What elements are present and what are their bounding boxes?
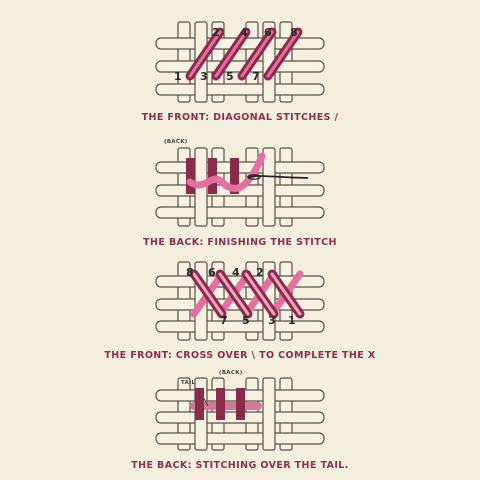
working-thread bbox=[186, 152, 266, 192]
panel-front-cross-diagram: 8 6 4 2 7 5 3 1 bbox=[155, 261, 325, 341]
hole-number: 3 bbox=[200, 70, 208, 83]
panel-front-diagonal-diagram: 2 4 6 8 1 3 5 7 bbox=[155, 21, 325, 103]
diagonal-forward-stitches bbox=[185, 27, 303, 81]
hole-numbers-bottom: 1 3 5 7 bbox=[174, 70, 260, 83]
hole-number: 8 bbox=[290, 26, 298, 39]
hole-number: 5 bbox=[242, 314, 250, 327]
vertical-back-stitches bbox=[186, 158, 239, 194]
hole-number: 1 bbox=[174, 70, 182, 83]
hole-number: 7 bbox=[252, 70, 260, 83]
vertical-back-stitches bbox=[195, 388, 245, 420]
canvas-weave bbox=[155, 147, 325, 227]
hole-number: 2 bbox=[212, 26, 220, 39]
hole-number: 4 bbox=[232, 266, 240, 279]
hole-number: 1 bbox=[288, 314, 296, 327]
hole-number: 3 bbox=[268, 314, 276, 327]
panel-back-finishing-diagram bbox=[155, 147, 325, 227]
back-label: (BACK) bbox=[164, 139, 188, 145]
caption-back-tail: THE BACK: STITCHING OVER THE TAIL. bbox=[131, 460, 349, 471]
panel-back-tail-diagram bbox=[155, 377, 325, 451]
caption-back-finishing: THE BACK: FINISHING THE STITCH bbox=[143, 237, 337, 248]
caption-front-cross: THE FRONT: CROSS OVER \ TO COMPLETE THE … bbox=[104, 350, 376, 361]
hole-numbers-top: 8 6 4 2 bbox=[186, 266, 264, 279]
hole-number: 2 bbox=[256, 266, 264, 279]
hole-number: 7 bbox=[220, 314, 228, 327]
tail-label: TAIL bbox=[181, 380, 196, 386]
caption-front-diagonal: THE FRONT: DIAGONAL STITCHES / bbox=[141, 112, 339, 123]
hole-number: 6 bbox=[208, 266, 216, 279]
hole-number: 5 bbox=[226, 70, 234, 83]
hole-number: 6 bbox=[264, 26, 272, 39]
cross-stitch-x bbox=[189, 269, 305, 319]
hole-number: 4 bbox=[240, 26, 248, 39]
hole-number: 8 bbox=[186, 266, 194, 279]
hole-numbers-bottom: 7 5 3 1 bbox=[220, 314, 296, 327]
needle-icon bbox=[247, 174, 309, 180]
back-label: (BACK) bbox=[219, 370, 243, 376]
hole-numbers-top: 2 4 6 8 bbox=[212, 26, 298, 39]
